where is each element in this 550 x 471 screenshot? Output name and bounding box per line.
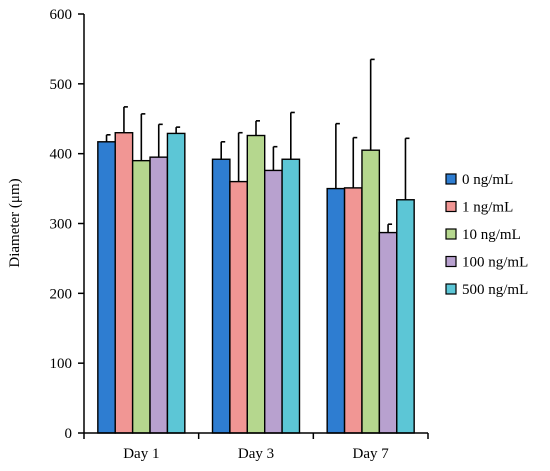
plot-area: 0 100 200 300 400 500 600 Day 1 Day 3 Day 7 <box>50 7 429 462</box>
y-tick-label: 400 <box>50 147 73 163</box>
legend-label: 10 ng/mL <box>462 227 521 243</box>
y-tick-label: 600 <box>50 7 73 23</box>
bar <box>265 170 282 433</box>
x-tick-label: Day 1 <box>123 446 159 462</box>
legend-label: 1 ng/mL <box>462 200 513 216</box>
legend-swatch <box>446 229 456 239</box>
bar <box>247 136 264 433</box>
y-tick-label: 300 <box>50 217 73 233</box>
bar <box>98 142 115 433</box>
bar <box>133 161 150 433</box>
bar <box>362 150 379 433</box>
bar <box>282 159 299 433</box>
bar <box>115 133 132 433</box>
bar <box>213 159 230 433</box>
bar <box>167 133 184 433</box>
x-tick-label: Day 3 <box>238 446 274 462</box>
legend-swatch <box>446 174 456 184</box>
legend: 0 ng/mL 1 ng/mL 10 ng/mL 100 ng/mL 500 ng/mL <box>446 172 528 298</box>
bar <box>379 233 396 433</box>
bar <box>150 157 167 433</box>
bar <box>327 189 344 433</box>
y-axis-label: Diameter (μm) <box>7 178 23 267</box>
legend-swatch <box>446 202 456 212</box>
legend-swatch <box>446 284 456 294</box>
y-tick-label: 200 <box>50 286 73 302</box>
legend-label: 500 ng/mL <box>462 282 528 298</box>
legend-swatch <box>446 257 456 267</box>
bar <box>345 188 362 433</box>
bar <box>397 200 414 433</box>
legend-label: 100 ng/mL <box>462 255 528 271</box>
legend-label: 0 ng/mL <box>462 172 513 188</box>
y-tick-label: 100 <box>50 356 73 372</box>
y-tick-label: 500 <box>50 77 73 93</box>
bar <box>230 182 247 433</box>
y-tick-label: 0 <box>65 426 73 442</box>
x-tick-label: Day 7 <box>353 446 390 462</box>
